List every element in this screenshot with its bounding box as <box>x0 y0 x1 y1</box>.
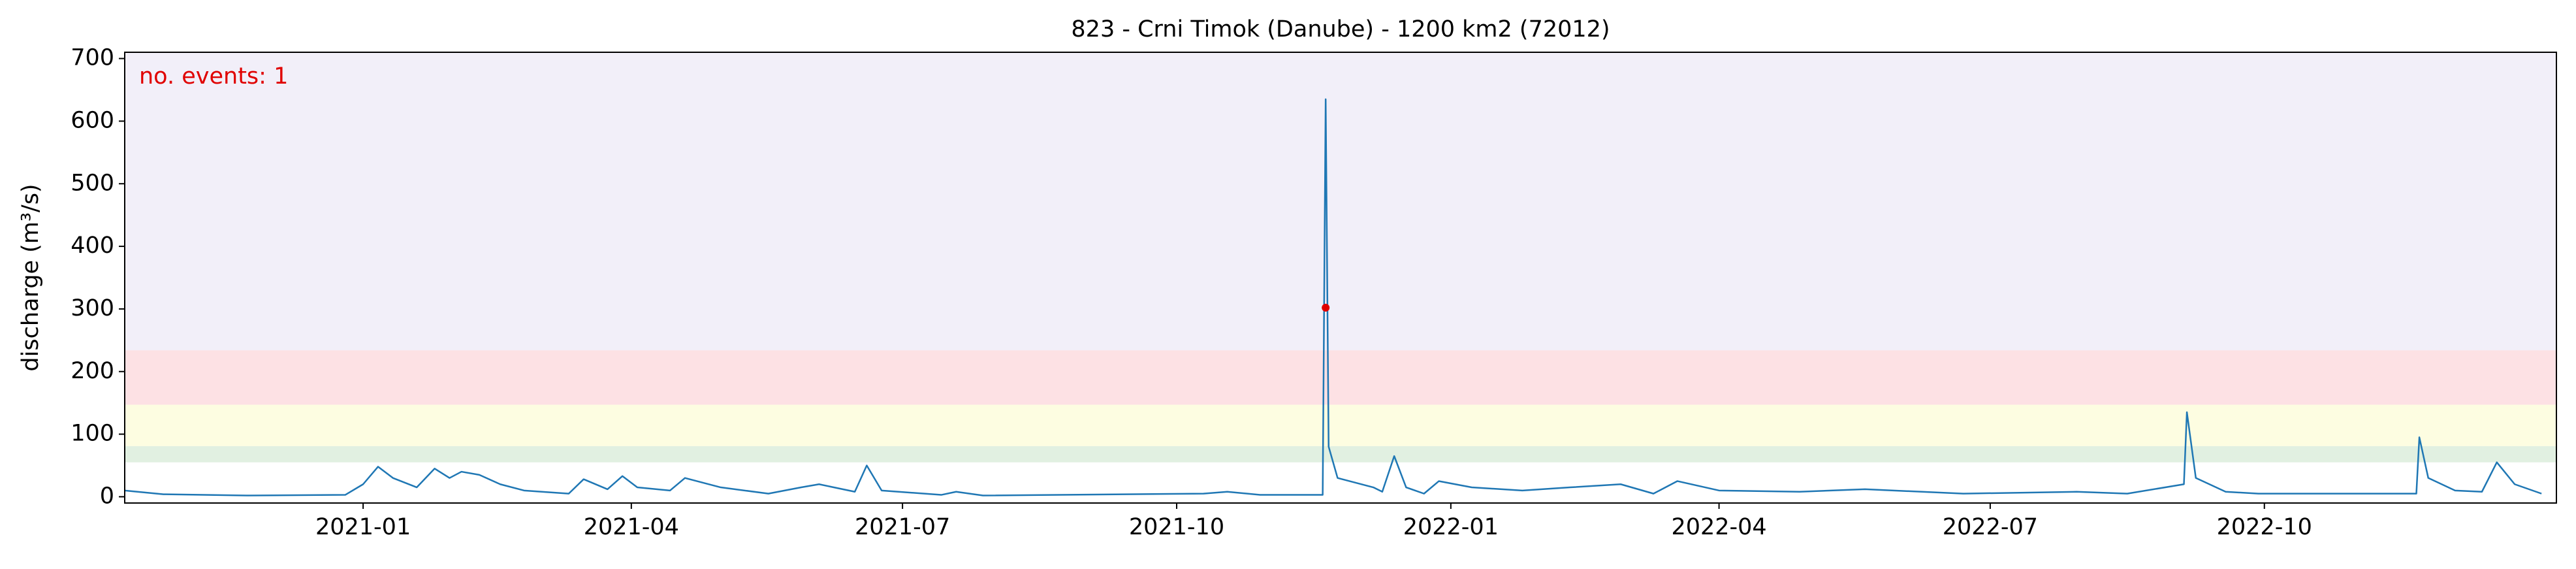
x-tick-label: 2022-10 <box>2217 514 2312 540</box>
y-tick-label: 0 <box>100 483 114 509</box>
event-marker <box>1322 304 1330 312</box>
y-tick-label: 500 <box>71 170 114 196</box>
y-tick-label: 300 <box>71 295 114 321</box>
x-tick-label: 2021-10 <box>1129 514 1224 540</box>
y-tick-label: 700 <box>71 45 114 71</box>
x-tick-label: 2021-01 <box>315 514 411 540</box>
x-tick-label: 2022-07 <box>1943 514 2038 540</box>
plot-frame <box>124 52 2557 504</box>
y-tick-label: 200 <box>71 358 114 384</box>
x-tick-label: 2021-04 <box>584 514 679 540</box>
x-tick-label: 2021-07 <box>855 514 950 540</box>
threshold-band <box>125 404 2556 446</box>
discharge-line <box>124 98 2542 496</box>
event-count: no. events: 1 <box>139 63 288 89</box>
x-tick-label: 2022-04 <box>1671 514 1766 540</box>
threshold-band <box>125 52 2556 351</box>
threshold-band <box>125 350 2556 405</box>
y-axis-label: discharge (m³/s) <box>18 184 44 371</box>
y-tick-label: 600 <box>71 107 114 133</box>
y-tick-label: 100 <box>71 421 114 447</box>
chart-title: 823 - Crni Timok (Danube) - 1200 km2 (72… <box>1071 16 1610 42</box>
y-tick-label: 400 <box>71 233 114 259</box>
threshold-band <box>125 446 2556 463</box>
x-tick-label: 2022-01 <box>1403 514 1499 540</box>
